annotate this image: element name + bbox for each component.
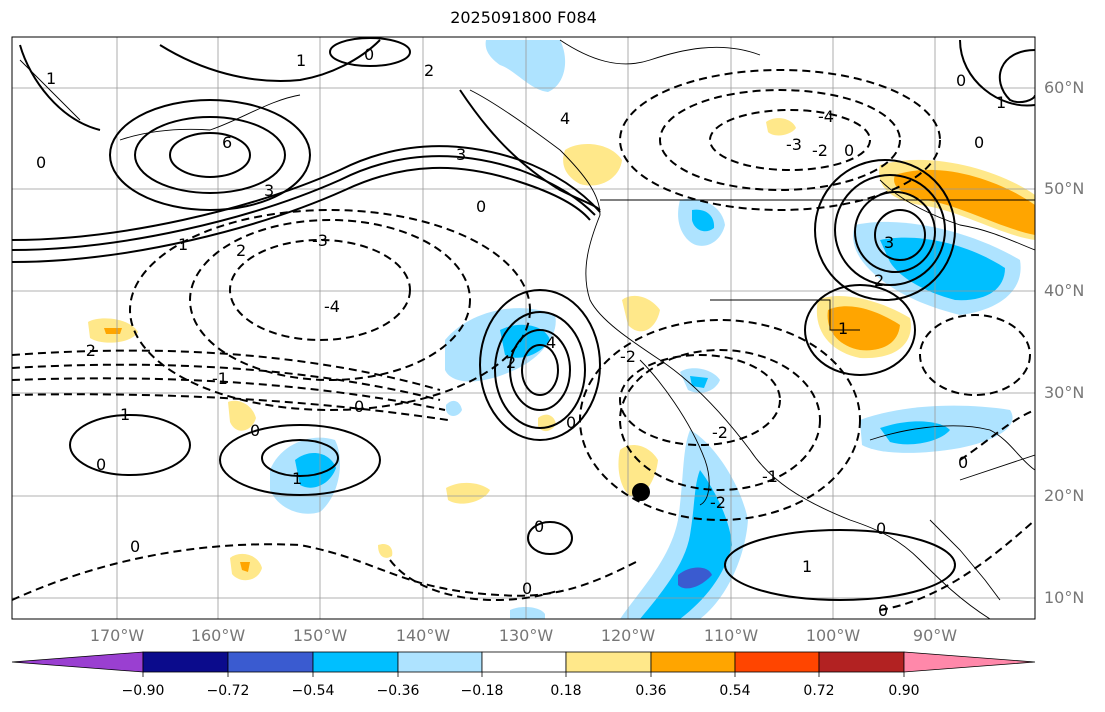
colorbar-tick: 0.72 (803, 683, 835, 699)
contour-label: 0 (130, 537, 140, 556)
contour-label: 6 (222, 133, 232, 152)
colorbar-segment (227, 651, 314, 673)
colorbar-tick: 0.18 (550, 683, 582, 699)
contour-label: -4 (324, 297, 340, 316)
lon-label-100w: 100°W (805, 626, 861, 645)
lon-label-110w: 110°W (703, 626, 759, 645)
colorbar-segment (481, 651, 567, 673)
contour-label: 4 (546, 333, 556, 352)
contour-label: 0 (956, 71, 966, 90)
colorbar-tick: 0.90 (888, 683, 920, 699)
contour-label: -1 (212, 369, 228, 388)
contour-label: -2 (620, 347, 636, 366)
contour-label: 0 (250, 421, 260, 440)
contour-label: -2 (812, 141, 828, 160)
lat-label-60n: 60°N (1044, 78, 1085, 97)
contour-label: 0 (876, 519, 886, 538)
colorbar-tick: 0.54 (719, 683, 751, 699)
contour-label: 1 (996, 93, 1006, 112)
contour-labels: 0 6 3 2 1 2 3 4 0 -3 -4 -2 -1 0 1 0 0 1 … (36, 45, 1006, 620)
lon-label-160w: 160°W (190, 626, 246, 645)
colorbar-segment (312, 651, 399, 673)
colorbar-segment (650, 651, 736, 673)
lat-label-50n: 50°N (1044, 179, 1085, 198)
contour-label: 3 (264, 181, 274, 200)
contour-label: 1 (296, 51, 306, 70)
contour-label: -4 (818, 107, 834, 126)
lon-label-150w: 150°W (292, 626, 348, 645)
contour-label: 1 (120, 405, 130, 424)
contour-label: 0 (364, 45, 374, 64)
contour-label: 0 (974, 133, 984, 152)
lon-label-120w: 120°W (600, 626, 656, 645)
colorbar-tick: −0.90 (121, 683, 165, 699)
contours-negative (12, 69, 1035, 611)
colorbar (11, 651, 1036, 677)
colorbar-tick: −0.18 (460, 683, 504, 699)
map-title: 2025091800 F084 (450, 8, 597, 27)
colorbar-segment (734, 651, 820, 673)
contour-label: 1 (292, 469, 302, 488)
colorbar-tick: −0.54 (291, 683, 335, 699)
contours-positive (12, 37, 1035, 601)
location-marker (632, 483, 650, 501)
coastlines (19, 39, 1035, 619)
colorbar-segment (11, 651, 144, 673)
contour-label: 2 (506, 353, 516, 372)
lat-label-10n: 10°N (1044, 588, 1085, 607)
contour-label: 0 (958, 453, 968, 472)
contour-label: 1 (838, 319, 848, 338)
contour-label: 0 (96, 455, 106, 474)
map-border (11, 36, 1036, 620)
lon-label-170w: 170°W (89, 626, 145, 645)
lon-label-90w: 90°W (912, 626, 958, 645)
lat-label-20n: 20°N (1044, 486, 1085, 505)
contour-label: -3 (786, 135, 802, 154)
contour-label: 3 (884, 233, 894, 252)
contour-label: 0 (354, 397, 364, 416)
lat-label-40n: 40°N (1044, 281, 1085, 300)
contour-label: 0 (36, 153, 46, 172)
shaded-positive-regions (88, 118, 1035, 581)
contour-label: -2 (80, 341, 96, 360)
lon-label-140w: 140°W (395, 626, 451, 645)
lat-label-30n: 30°N (1044, 383, 1085, 402)
contour-label: 4 (560, 109, 570, 128)
contour-label: 2 (874, 271, 884, 290)
contour-label: 0 (844, 141, 854, 160)
contour-label: 0 (878, 601, 888, 620)
contour-label: 3 (456, 145, 466, 164)
contour-label: -2 (710, 493, 726, 512)
contour-label: 2 (236, 241, 246, 260)
contour-label: 1 (802, 557, 812, 576)
colorbar-tick: 0.36 (635, 683, 667, 699)
contour-label: 0 (522, 579, 532, 598)
colorbar-segment (818, 651, 905, 673)
contour-label: -2 (712, 423, 728, 442)
contour-label: 0 (534, 517, 544, 536)
colorbar-segment (565, 651, 652, 673)
colorbar-segment (142, 651, 229, 673)
contour-label: 0 (476, 197, 486, 216)
graticule (12, 37, 1035, 619)
contour-label: -3 (312, 231, 328, 250)
contour-label: 1 (46, 69, 56, 88)
lon-label-130w: 130°W (498, 626, 554, 645)
contour-label: 0 (566, 413, 576, 432)
colorbar-segment (903, 651, 1036, 673)
colorbar-tick: −0.36 (376, 683, 420, 699)
contour-label: 1 (178, 235, 188, 254)
contour-label: 2 (424, 61, 434, 80)
colorbar-tick: −0.72 (206, 683, 250, 699)
map-content: 0 6 3 2 1 2 3 4 0 -3 -4 -2 -1 0 1 0 0 1 … (12, 37, 1035, 620)
colorbar-segment (397, 651, 483, 673)
contour-label: -1 (762, 467, 778, 486)
